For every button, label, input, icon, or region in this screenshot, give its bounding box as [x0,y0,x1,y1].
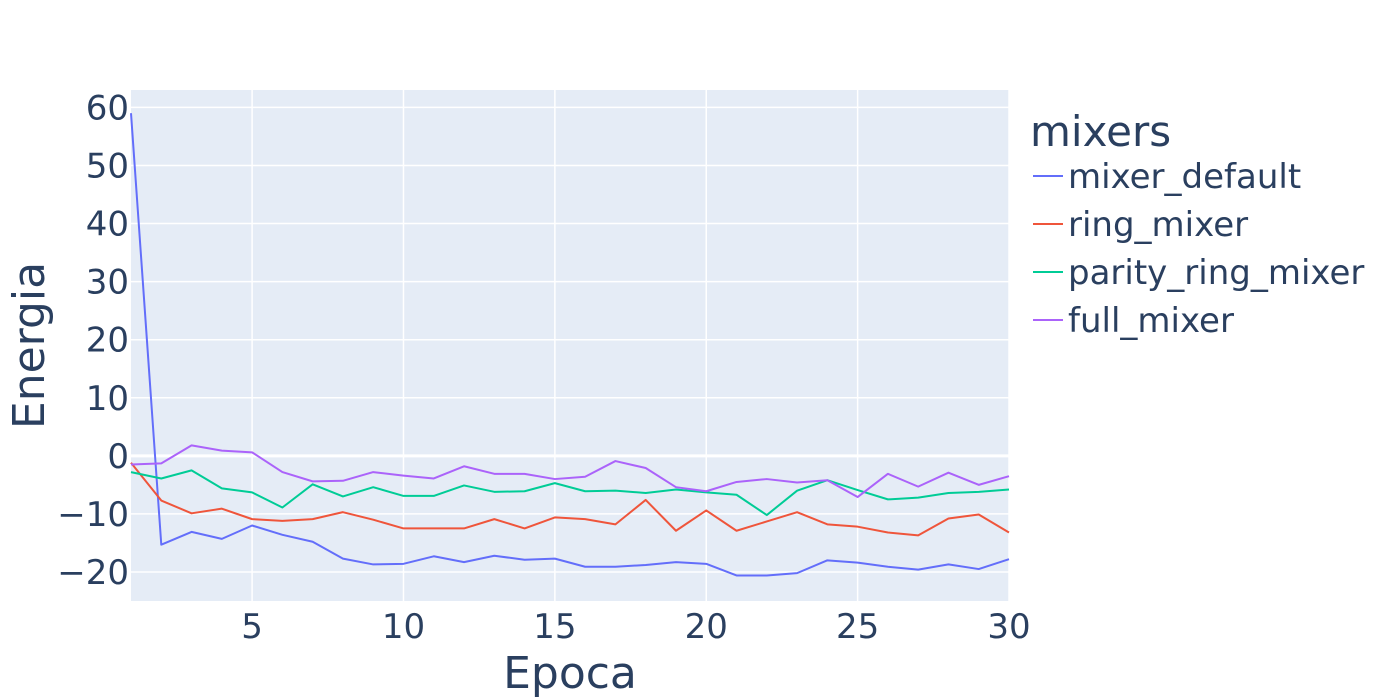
series-line-mixer-default[interactable] [130,113,1010,577]
y-tick-label: 20 [86,321,129,361]
y-tick-label: −10 [57,495,129,535]
y-tick-label: −20 [57,553,129,593]
x-tick-label: 20 [685,607,728,647]
series-line-parity-ring-mixer[interactable] [130,469,1010,517]
x-tick-label: 25 [836,607,879,647]
x-axis-title: Epoca [503,648,637,699]
x-axis-ticks: 5 10 15 20 25 30 [241,607,1030,647]
legend-label: parity_ring_mixer [1068,253,1364,293]
y-axis-ticks: −20 −10 0 10 20 30 40 50 60 [57,88,129,593]
y-tick-label: 60 [86,88,129,128]
series-line-full-mixer[interactable] [130,444,1010,499]
legend-title: mixers [1030,107,1171,156]
x-tick-label: 5 [241,607,263,647]
series-line-ring-mixer[interactable] [130,462,1010,537]
y-tick-label: 30 [86,263,129,303]
legend-label: full_mixer [1068,301,1234,341]
legend-label: mixer_default [1068,157,1301,197]
legend-item-ring-mixer[interactable]: ring_mixer [1033,205,1248,245]
legend-items[interactable]: mixer_default ring_mixer parity_ring_mixer… [1033,157,1364,341]
x-tick-label: 10 [382,607,425,647]
y-tick-label: 40 [86,205,129,245]
x-tick-label: 15 [533,607,576,647]
legend-item-parity-ring-mixer[interactable]: parity_ring_mixer [1033,253,1364,293]
y-tick-label: 50 [86,146,129,186]
legend-item-full-mixer[interactable]: full_mixer [1033,301,1234,341]
legend-item-mixer-default[interactable]: mixer_default [1033,157,1301,197]
legend-label: ring_mixer [1068,205,1248,245]
x-tick-label: 30 [987,607,1030,647]
legend[interactable]: mixers mixer_default ring_mixer parity_rin… [1030,107,1364,341]
gridlines [131,90,1010,601]
series-lines [130,113,1010,577]
y-tick-label: 0 [107,437,129,477]
y-axis-title: Energia [4,262,55,429]
y-tick-label: 10 [86,379,129,419]
plot-area [131,90,1009,601]
